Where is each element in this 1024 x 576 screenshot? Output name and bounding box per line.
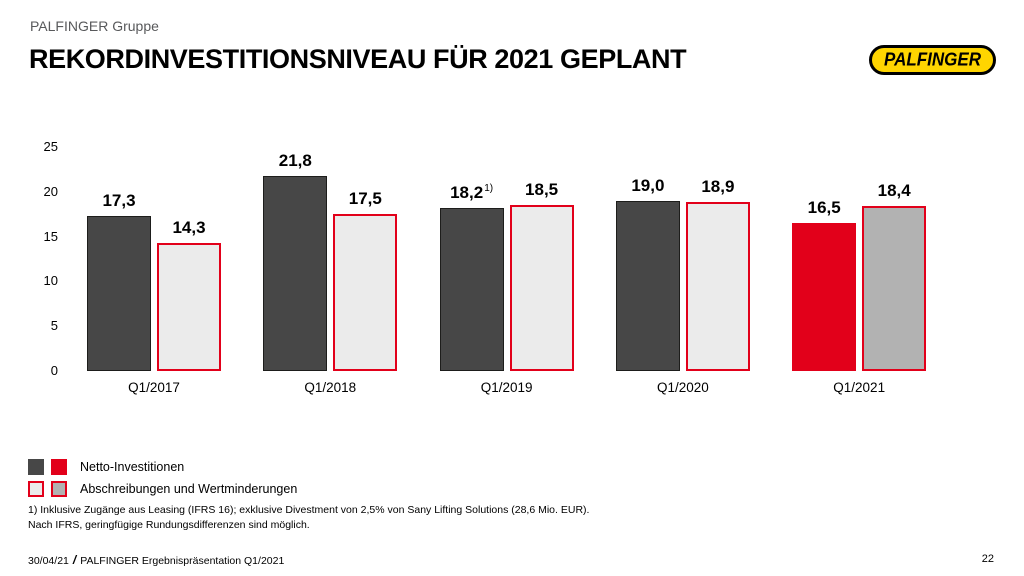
y-axis-tick-0: 0 — [50, 363, 58, 378]
value-label-Q1-2021-series1: 16,5 — [807, 198, 841, 218]
x-axis-label-Q1-2020: Q1/2020 — [656, 380, 709, 395]
slide-title: REKORDINVESTITIONSNIVEAU FÜR 2021 GEPLAN… — [29, 44, 687, 74]
bar-Q1-2020-series1 — [615, 200, 680, 371]
footer-separator: / — [72, 553, 77, 567]
y-axis-tick-10: 10 — [43, 273, 58, 289]
value-label-footnote-marker: 1) — [484, 183, 494, 195]
legend-swatch-light-outlined — [28, 481, 44, 497]
footer-label: PALFINGER Ergebnispräsentation Q1/2021 — [80, 555, 285, 567]
legend-swatch-gray-outlined — [51, 481, 67, 497]
value-label-Q1-2021-series2: 18,4 — [877, 181, 911, 201]
value-label-Q1-2019-series2: 18,5 — [525, 180, 559, 200]
x-axis-label-Q1-2018: Q1/2018 — [304, 380, 357, 395]
footnotes: 1) Inklusive Zugänge aus Leasing (IFRS 1… — [28, 503, 589, 532]
y-axis-tick-25: 25 — [43, 139, 58, 154]
footnote-1: 1) Inklusive Zugänge aus Leasing (IFRS 1… — [28, 504, 590, 516]
value-label-Q1-2017-series1: 17,3 — [102, 190, 136, 210]
footer-date: 30/04/21 — [28, 555, 69, 567]
x-axis-label-Q1-2017: Q1/2017 — [128, 380, 180, 395]
chart-legend: Netto-Investitionen Abschreibungen und W… — [28, 456, 297, 500]
y-axis-tick-15: 15 — [43, 228, 58, 244]
bar-Q1-2017-series1 — [87, 215, 151, 371]
bar-Q1-2021-series2 — [862, 206, 927, 371]
legend-item-abschreibungen: Abschreibungen und Wertminderungen — [28, 478, 297, 500]
value-label-Q1-2020-series2: 18,9 — [701, 176, 735, 196]
x-axis-label-Q1-2019: Q1/2019 — [480, 380, 533, 395]
bar-Q1-2021-series1 — [792, 223, 857, 371]
value-label-Q1-2019-series1: 18,21) — [450, 182, 494, 202]
legend-swatch-dark-gray — [28, 459, 44, 475]
x-axis-label-Q1-2021: Q1/2021 — [833, 380, 886, 395]
bar-Q1-2019-series1 — [439, 207, 504, 371]
footer: 30/04/21/PALFINGER Ergebnispräsentation … — [28, 553, 284, 567]
bar-Q1-2017-series2 — [157, 242, 221, 371]
y-axis-tick-20: 20 — [43, 183, 58, 199]
palfinger-logo-text: PALFINGER — [884, 49, 981, 70]
value-label-Q1-2020-series1: 19,0 — [631, 175, 665, 195]
value-label-Q1-2018-series1: 21,8 — [278, 150, 312, 170]
page-number: 22 — [981, 553, 994, 565]
value-label-Q1-2018-series2: 17,5 — [348, 189, 382, 209]
legend-item-netto-investitionen: Netto-Investitionen — [28, 456, 297, 478]
value-label-Q1-2017-series2: 14,3 — [172, 217, 206, 237]
y-axis-tick-5: 5 — [50, 318, 58, 334]
legend-label: Abschreibungen und Wertminderungen — [80, 482, 298, 496]
footnote-2: Nach IFRS, geringfügige Rundungsdifferen… — [28, 518, 310, 531]
bar-Q1-2020-series2 — [685, 201, 750, 371]
palfinger-logo: PALFINGER — [869, 45, 996, 75]
legend-swatch-red — [51, 459, 67, 475]
bar-Q1-2018-series2 — [333, 214, 398, 371]
slide-eyebrow: PALFINGER Gruppe — [30, 18, 159, 34]
bar-Q1-2018-series1 — [263, 175, 328, 371]
legend-label: Netto-Investitionen — [80, 460, 185, 474]
bar-Q1-2019-series2 — [509, 205, 574, 371]
